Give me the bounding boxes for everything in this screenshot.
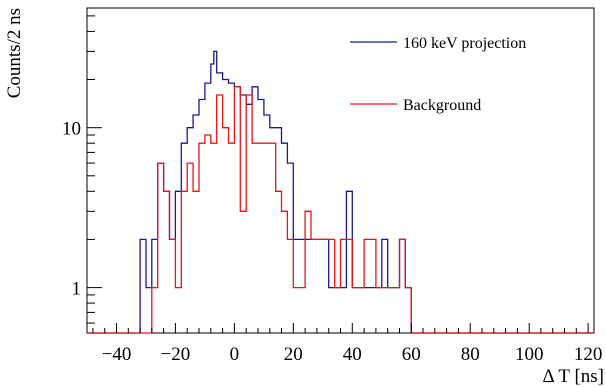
x-tick-labels: −40 −20 0 20 40 60 80 100 120 — [102, 344, 603, 365]
x-tick-label: −40 — [102, 344, 132, 365]
x-tick-label: 20 — [284, 344, 303, 365]
series-line-background — [87, 86, 594, 334]
y-axis-title: Counts/2 ns — [4, 8, 25, 98]
tick-marks — [87, 15, 589, 333]
y-tick-label: 10 — [62, 119, 81, 140]
series-layer — [87, 50, 594, 334]
legend-label-projection: 160 keV projection — [403, 35, 526, 52]
x-tick-label: −20 — [161, 344, 191, 365]
legend: 160 keV projection Background — [350, 35, 526, 114]
x-tick-label: 100 — [515, 344, 544, 365]
x-tick-label: 40 — [343, 344, 362, 365]
series-line-projection — [87, 50, 594, 334]
x-tick-label: 60 — [402, 344, 421, 365]
y-tick-labels: 1 10 — [62, 119, 81, 300]
legend-label-background: Background — [403, 97, 481, 114]
x-axis-title: Δ T [ns] — [543, 366, 604, 387]
y-tick-label: 1 — [72, 279, 82, 300]
x-tick-label: 120 — [574, 344, 603, 365]
x-tick-label: 0 — [230, 344, 240, 365]
x-tick-label: 80 — [461, 344, 480, 365]
